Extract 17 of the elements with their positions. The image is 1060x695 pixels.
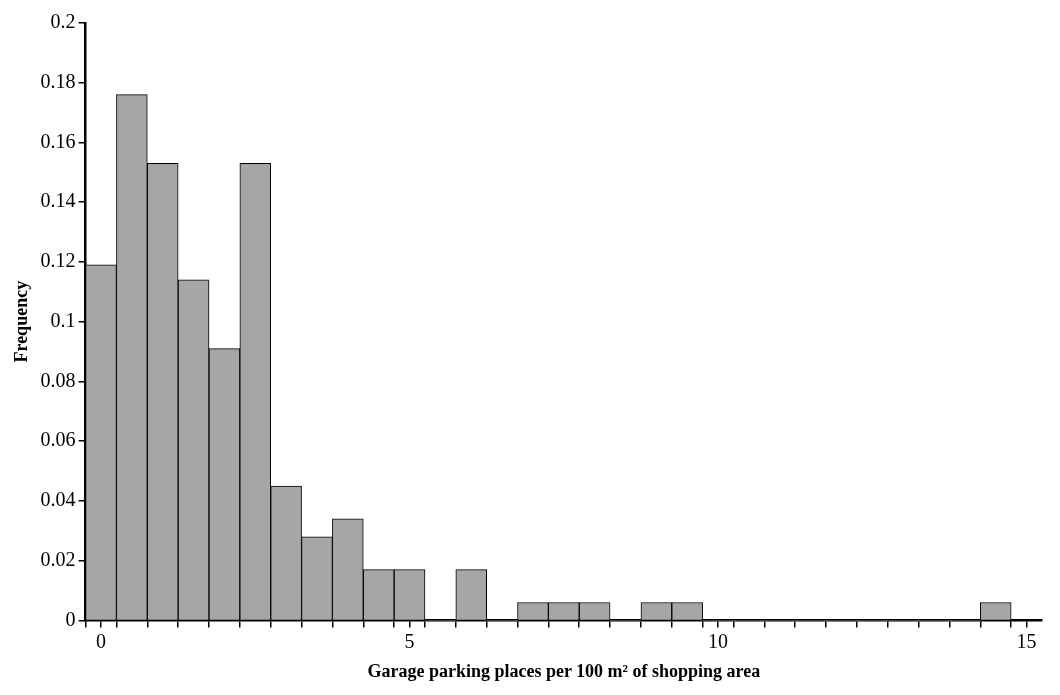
- y-tick-label: 0.14: [40, 189, 76, 212]
- x-tick-label: 15: [1016, 629, 1037, 652]
- y-axis-title: Frequency: [11, 280, 32, 363]
- y-tick-label: 0: [65, 607, 76, 630]
- y-tick-label: 0.16: [40, 129, 76, 152]
- x-tick-label: 5: [404, 629, 415, 652]
- y-tick-label: 0.1: [50, 308, 76, 331]
- y-tick-label: 0.04: [40, 488, 76, 511]
- x-axis-title: Garage parking places per 100 m² of shopping area: [367, 660, 761, 681]
- y-tick-label: 0.12: [40, 249, 76, 272]
- x-tick-label: 10: [708, 629, 729, 652]
- y-tick-label: 0.06: [40, 428, 76, 451]
- y-tick-label: 0.08: [40, 368, 76, 391]
- y-tick-label: 0.18: [40, 69, 76, 92]
- y-tick-label: 0.02: [40, 547, 76, 570]
- y-tick-label: 0.2: [50, 10, 76, 33]
- x-tick-label: 0: [96, 629, 107, 652]
